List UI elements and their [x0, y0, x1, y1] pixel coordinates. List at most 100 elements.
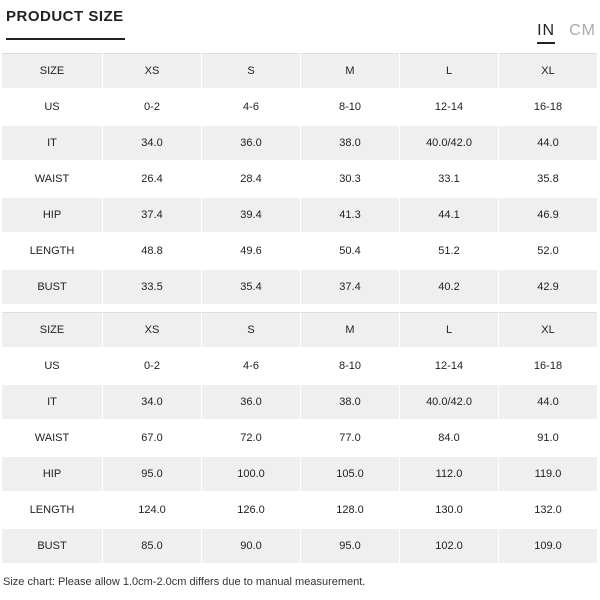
table-cell: 4-6 [201, 348, 301, 385]
table-cell: 72.0 [201, 420, 301, 457]
table-cell: 95.0 [102, 456, 202, 493]
row-label-cell: BUST [2, 528, 103, 565]
table-cell: 40.0/42.0 [399, 125, 499, 162]
row-label-cell: IT [2, 384, 103, 421]
table-cell: 132.0 [498, 492, 598, 529]
size-table-in: SIZE XS S M L XL US 0-2 4-6 8-10 12-14 16-18 IT 34.0 3… [2, 53, 598, 306]
table-row: IT 34.0 36.0 38.0 40.0/42.0 44.0 [2, 384, 598, 421]
table-cell: 0-2 [102, 348, 202, 385]
table-cell: 44.1 [399, 197, 499, 234]
column-header-cell: SIZE [2, 312, 103, 349]
header: PRODUCT SIZE IN CM [0, 0, 600, 52]
table-cell: 105.0 [300, 456, 400, 493]
table-cell: 12-14 [399, 348, 499, 385]
table-cell: 128.0 [300, 492, 400, 529]
table-cell: 41.3 [300, 197, 400, 234]
table-cell: 124.0 [102, 492, 202, 529]
table-cell: 49.6 [201, 233, 301, 270]
table-cell: 8-10 [300, 89, 400, 126]
table-row: US 0-2 4-6 8-10 12-14 16-18 [2, 348, 598, 385]
table-cell: 52.0 [498, 233, 598, 270]
table-row: BUST 85.0 90.0 95.0 102.0 109.0 [2, 528, 598, 565]
row-label-cell: BUST [2, 269, 103, 306]
table-cell: 77.0 [300, 420, 400, 457]
table-cell: 84.0 [399, 420, 499, 457]
table-row: BUST 33.5 35.4 37.4 40.2 42.9 [2, 269, 598, 306]
table-cell: 8-10 [300, 348, 400, 385]
table-cell: 40.2 [399, 269, 499, 306]
row-label-cell: US [2, 89, 103, 126]
column-header-cell: M [300, 312, 400, 349]
table-header-row: SIZE XS S M L XL [2, 312, 598, 349]
row-label-cell: LENGTH [2, 492, 103, 529]
page-title: PRODUCT SIZE [6, 8, 124, 25]
table-cell: 130.0 [399, 492, 499, 529]
column-header-cell: M [300, 53, 400, 90]
row-label-cell: WAIST [2, 420, 103, 457]
table-cell: 26.4 [102, 161, 202, 198]
table-header-row: SIZE XS S M L XL [2, 53, 598, 90]
row-label-cell: US [2, 348, 103, 385]
table-cell: 46.9 [498, 197, 598, 234]
table-cell: 16-18 [498, 348, 598, 385]
table-row: WAIST 26.4 28.4 30.3 33.1 35.8 [2, 161, 598, 198]
title-underline [6, 38, 125, 40]
table-cell: 4-6 [201, 89, 301, 126]
table-cell: 85.0 [102, 528, 202, 565]
table-row: IT 34.0 36.0 38.0 40.0/42.0 44.0 [2, 125, 598, 162]
column-header-cell: XL [498, 53, 598, 90]
table-cell: 38.0 [300, 384, 400, 421]
table-cell: 38.0 [300, 125, 400, 162]
row-label-cell: WAIST [2, 161, 103, 198]
table-cell: 91.0 [498, 420, 598, 457]
table-cell: 35.4 [201, 269, 301, 306]
table-cell: 30.3 [300, 161, 400, 198]
column-header-cell: XS [102, 312, 202, 349]
table-cell: 90.0 [201, 528, 301, 565]
table-cell: 37.4 [300, 269, 400, 306]
table-cell: 39.4 [201, 197, 301, 234]
table-row: WAIST 67.0 72.0 77.0 84.0 91.0 [2, 420, 598, 457]
column-header-cell: XS [102, 53, 202, 90]
table-cell: 48.8 [102, 233, 202, 270]
table-cell: 36.0 [201, 384, 301, 421]
table-cell: 33.5 [102, 269, 202, 306]
table-cell: 44.0 [498, 125, 598, 162]
table-cell: 126.0 [201, 492, 301, 529]
size-table-cm: SIZE XS S M L XL US 0-2 4-6 8-10 12-14 16-18 IT 34.0 3… [2, 312, 598, 565]
table-row: HIP 37.4 39.4 41.3 44.1 46.9 [2, 197, 598, 234]
table-cell: 51.2 [399, 233, 499, 270]
table-row: US 0-2 4-6 8-10 12-14 16-18 [2, 89, 598, 126]
table-cell: 35.8 [498, 161, 598, 198]
table-cell: 100.0 [201, 456, 301, 493]
table-row: LENGTH 48.8 49.6 50.4 51.2 52.0 [2, 233, 598, 270]
table-cell: 34.0 [102, 384, 202, 421]
unit-tab-in[interactable]: IN [537, 22, 556, 44]
table-cell: 50.4 [300, 233, 400, 270]
table-cell: 40.0/42.0 [399, 384, 499, 421]
table-cell: 36.0 [201, 125, 301, 162]
column-header-cell: S [201, 312, 301, 349]
column-header-cell: L [399, 312, 499, 349]
table-cell: 67.0 [102, 420, 202, 457]
table-cell: 42.9 [498, 269, 598, 306]
table-cell: 28.4 [201, 161, 301, 198]
table-cell: 0-2 [102, 89, 202, 126]
table-cell: 109.0 [498, 528, 598, 565]
unit-tabs: IN CM [537, 22, 596, 44]
row-label-cell: IT [2, 125, 103, 162]
table-cell: 44.0 [498, 384, 598, 421]
table-cell: 95.0 [300, 528, 400, 565]
table-cell: 33.1 [399, 161, 499, 198]
column-header-cell: L [399, 53, 499, 90]
footnote: Size chart: Please allow 1.0cm-2.0cm dif… [3, 576, 366, 588]
table-row: LENGTH 124.0 126.0 128.0 130.0 132.0 [2, 492, 598, 529]
table-cell: 112.0 [399, 456, 499, 493]
table-row: HIP 95.0 100.0 105.0 112.0 119.0 [2, 456, 598, 493]
table-cell: 102.0 [399, 528, 499, 565]
table-cell: 34.0 [102, 125, 202, 162]
table-cell: 119.0 [498, 456, 598, 493]
column-header-cell: XL [498, 312, 598, 349]
unit-tab-cm[interactable]: CM [569, 22, 596, 39]
column-header-cell: SIZE [2, 53, 103, 90]
